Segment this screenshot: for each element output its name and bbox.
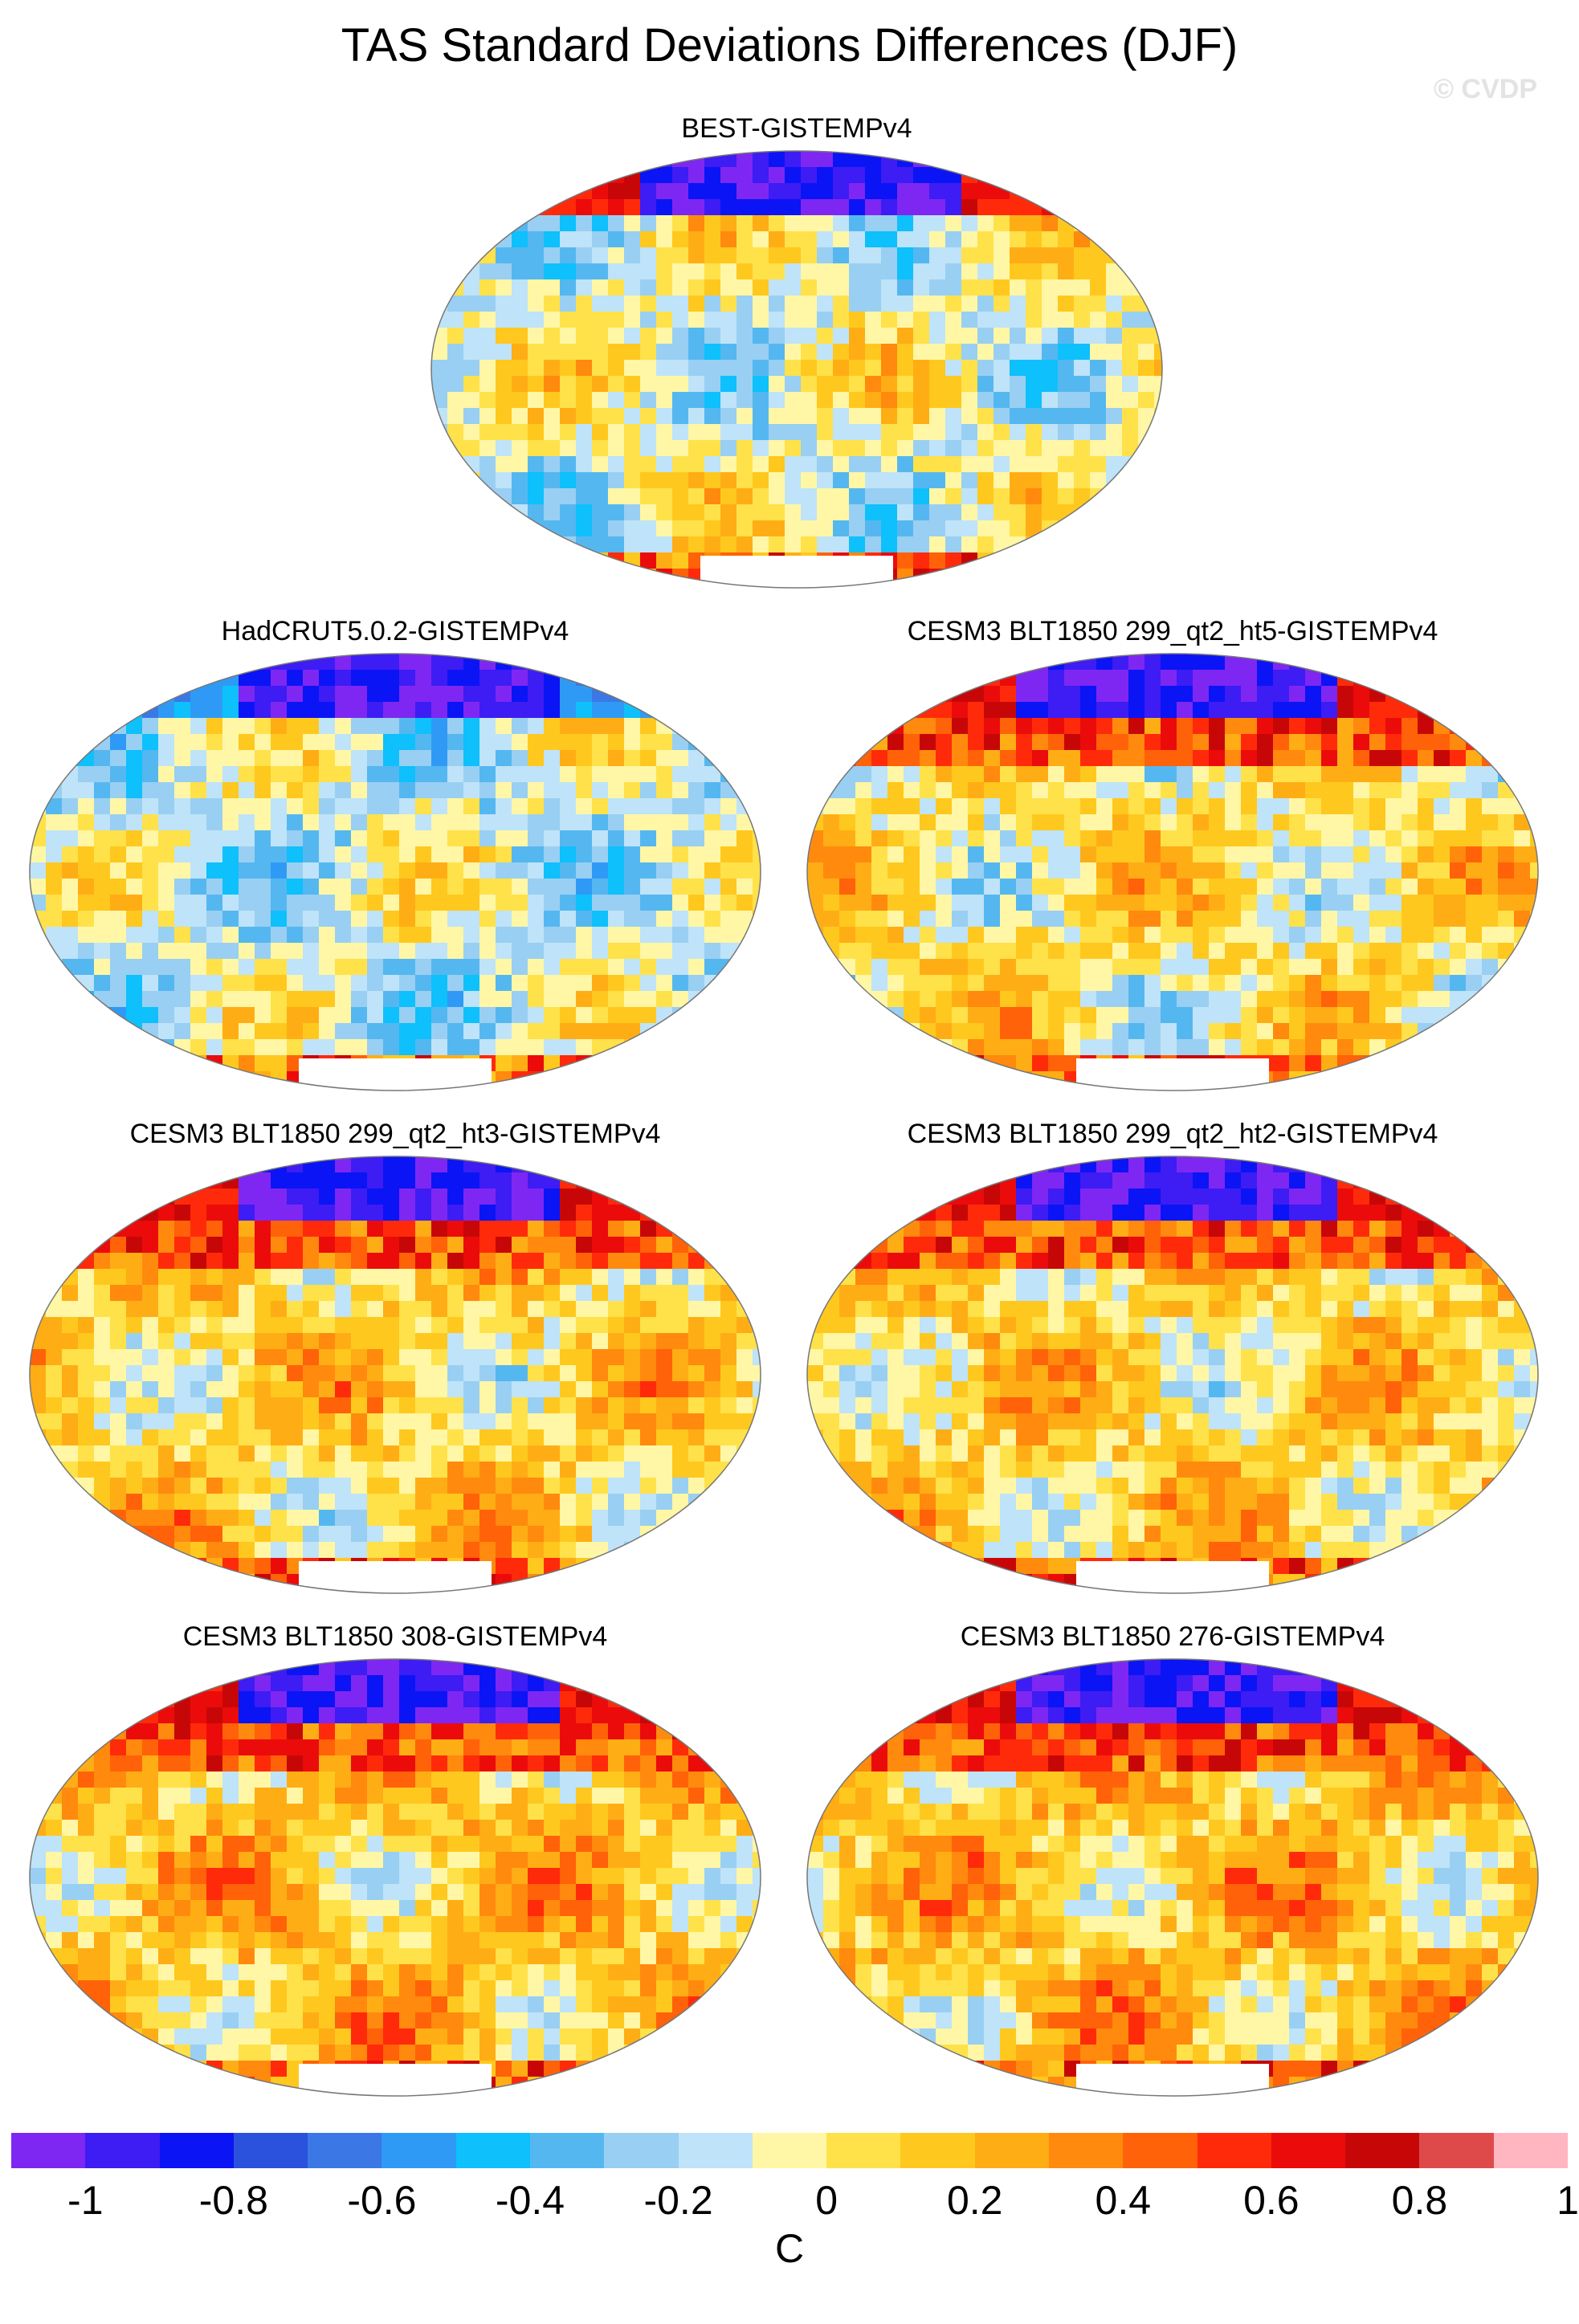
colorbar-tick-label: 1 bbox=[1557, 2178, 1579, 2223]
map-outline bbox=[806, 653, 1539, 1091]
colorbar-unit-label: C bbox=[774, 2226, 805, 2271]
colorbar-segment bbox=[752, 2133, 827, 2168]
colorbar-segment bbox=[900, 2133, 975, 2168]
colorbar-segment bbox=[604, 2133, 679, 2168]
panel-title: BEST-GISTEMPv4 bbox=[681, 113, 912, 144]
map-panel-hadcrut: HadCRUT5.0.2-GISTEMPv4 bbox=[26, 615, 765, 1113]
map-outline bbox=[29, 653, 761, 1091]
colorbar-tick-label: 0.8 bbox=[1391, 2178, 1448, 2223]
anomaly-field bbox=[30, 654, 761, 1091]
panel-title: CESM3 BLT1850 299_qt2_ht3-GISTEMPv4 bbox=[129, 1119, 661, 1149]
robinson-map bbox=[29, 1658, 761, 2097]
colorbar-segment bbox=[455, 2133, 530, 2168]
robinson-map bbox=[806, 1156, 1539, 1594]
colorbar-segment bbox=[233, 2133, 308, 2168]
colorbar-segment bbox=[1123, 2133, 1198, 2168]
robinson-map bbox=[29, 1156, 761, 1594]
colorbar-segment bbox=[1419, 2133, 1494, 2168]
robinson-map bbox=[806, 653, 1539, 1091]
map-outline bbox=[430, 150, 1163, 589]
robinson-map bbox=[29, 653, 761, 1091]
robinson-map bbox=[430, 150, 1163, 589]
colorbar-segment bbox=[381, 2133, 456, 2168]
map-panel-cesm3-ht3: CESM3 BLT1850 299_qt2_ht3-GISTEMPv4 bbox=[26, 1118, 765, 1616]
colorbar-segment bbox=[11, 2133, 86, 2168]
map-panel-cesm3-308: CESM3 BLT1850 308-GISTEMPv4 bbox=[26, 1621, 765, 2118]
map-outline bbox=[29, 1156, 761, 1594]
colorbar-segment bbox=[1345, 2133, 1420, 2168]
map-outline bbox=[29, 1658, 761, 2097]
anomaly-field bbox=[807, 654, 1538, 1091]
cvdp-watermark: © CVDP bbox=[1434, 74, 1537, 104]
anomaly-field bbox=[30, 1156, 761, 1593]
colorbar-segment bbox=[85, 2133, 160, 2168]
colorbar-segment bbox=[1197, 2133, 1271, 2168]
colorbar-tick-label: 0.4 bbox=[1095, 2178, 1152, 2223]
colorbar-segment bbox=[159, 2133, 234, 2168]
colorbar-tick-label: -0.6 bbox=[347, 2178, 417, 2223]
anomaly-field bbox=[807, 1659, 1538, 2096]
map-panel-cesm3-ht2: CESM3 BLT1850 299_qt2_ht2-GISTEMPv4 bbox=[803, 1118, 1542, 1616]
map-outline bbox=[806, 1156, 1539, 1594]
map-panel-cesm3-276: CESM3 BLT1850 276-GISTEMPv4 bbox=[803, 1621, 1542, 2118]
colorbar-tick-labels: -1 -0.8 -0.6 -0.4 -0.2 0 0.2 0.4 0.6 0.8 1 bbox=[11, 2176, 1579, 2224]
panel-title: CESM3 BLT1850 299_qt2_ht5-GISTEMPv4 bbox=[907, 616, 1438, 646]
colorbar-segment bbox=[974, 2133, 1049, 2168]
anomaly-field bbox=[807, 1156, 1538, 1593]
colorbar-tick-label: -0.4 bbox=[495, 2178, 565, 2223]
panel-title: CESM3 BLT1850 299_qt2_ht2-GISTEMPv4 bbox=[907, 1119, 1438, 1149]
colorbar-segment bbox=[678, 2133, 753, 2168]
colorbar-tick-label: 0.6 bbox=[1243, 2178, 1300, 2223]
anomaly-field bbox=[431, 151, 1162, 588]
colorbar-segment bbox=[1048, 2133, 1124, 2168]
colorbar-segment bbox=[308, 2133, 382, 2168]
map-panel-best: BEST-GISTEMPv4 bbox=[427, 112, 1166, 610]
colorbar-segment bbox=[1493, 2133, 1568, 2168]
colorbar-tick-label: -0.8 bbox=[198, 2178, 268, 2223]
map-panel-cesm3-ht5: CESM3 BLT1850 299_qt2_ht5-GISTEMPv4 bbox=[803, 615, 1542, 1113]
colorbar-tick-label: -1 bbox=[67, 2178, 104, 2223]
colorbar-segment bbox=[1271, 2133, 1346, 2168]
colorbar-segment bbox=[826, 2133, 901, 2168]
panel-title: CESM3 BLT1850 308-GISTEMPv4 bbox=[182, 1621, 608, 1652]
colorbar-tick-label: 0 bbox=[815, 2178, 838, 2223]
colorbar-tick-label: -0.2 bbox=[643, 2178, 713, 2223]
anomaly-field bbox=[30, 1659, 761, 2096]
panel-title: HadCRUT5.0.2-GISTEMPv4 bbox=[221, 616, 569, 646]
colorbar bbox=[11, 2133, 1568, 2168]
panel-title: CESM3 BLT1850 276-GISTEMPv4 bbox=[960, 1621, 1385, 1652]
colorbar-segment bbox=[529, 2133, 605, 2168]
figure-title: TAS Standard Deviations Differences (DJF… bbox=[341, 19, 1238, 71]
robinson-map bbox=[806, 1658, 1539, 2097]
colorbar-tick-label: 0.2 bbox=[946, 2178, 1003, 2223]
map-outline bbox=[806, 1658, 1539, 2097]
